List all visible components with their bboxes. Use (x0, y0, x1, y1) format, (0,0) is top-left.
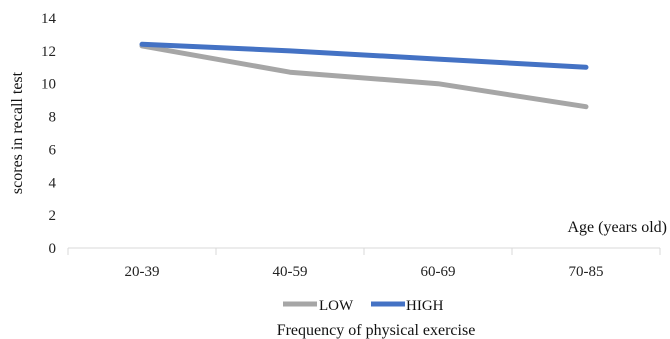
y-axis-ticks: 0 2 4 6 8 10 12 14 (41, 11, 57, 257)
x-axis-title: Age (years old) (567, 219, 667, 236)
series-lines (139, 41, 589, 110)
legend-title: Frequency of physical exercise (277, 322, 476, 339)
data-point-high (140, 42, 144, 47)
y-tick-label: 2 (49, 208, 57, 224)
data-point-low (288, 70, 292, 75)
data-point-low (584, 104, 588, 109)
y-axis-title: scores in recall test (9, 71, 26, 194)
legend: LOW HIGH (283, 298, 444, 314)
x-tick-label: 70-85 (569, 264, 604, 280)
data-point-high (288, 48, 292, 53)
x-tick-label: 40-59 (273, 264, 308, 280)
x-axis-ticks: 20-39 40-59 60-69 70-85 (67, 248, 661, 280)
legend-label-low: LOW (319, 298, 354, 314)
series-line-low (139, 43, 589, 110)
y-tick-label: 0 (49, 241, 57, 257)
legend-label-high: HIGH (406, 298, 444, 314)
y-tick-label: 4 (49, 175, 57, 191)
series-line-high (139, 41, 589, 70)
y-tick-label: 12 (41, 44, 56, 60)
y-tick-label: 6 (49, 142, 57, 158)
x-tick-label: 60-69 (421, 264, 456, 280)
data-point-low (436, 81, 440, 86)
y-tick-label: 8 (49, 110, 57, 126)
data-point-high (436, 57, 440, 62)
data-point-high (584, 65, 588, 70)
x-tick-label: 20-39 (125, 264, 160, 280)
y-tick-label: 14 (41, 11, 57, 27)
y-tick-label: 10 (41, 77, 56, 93)
